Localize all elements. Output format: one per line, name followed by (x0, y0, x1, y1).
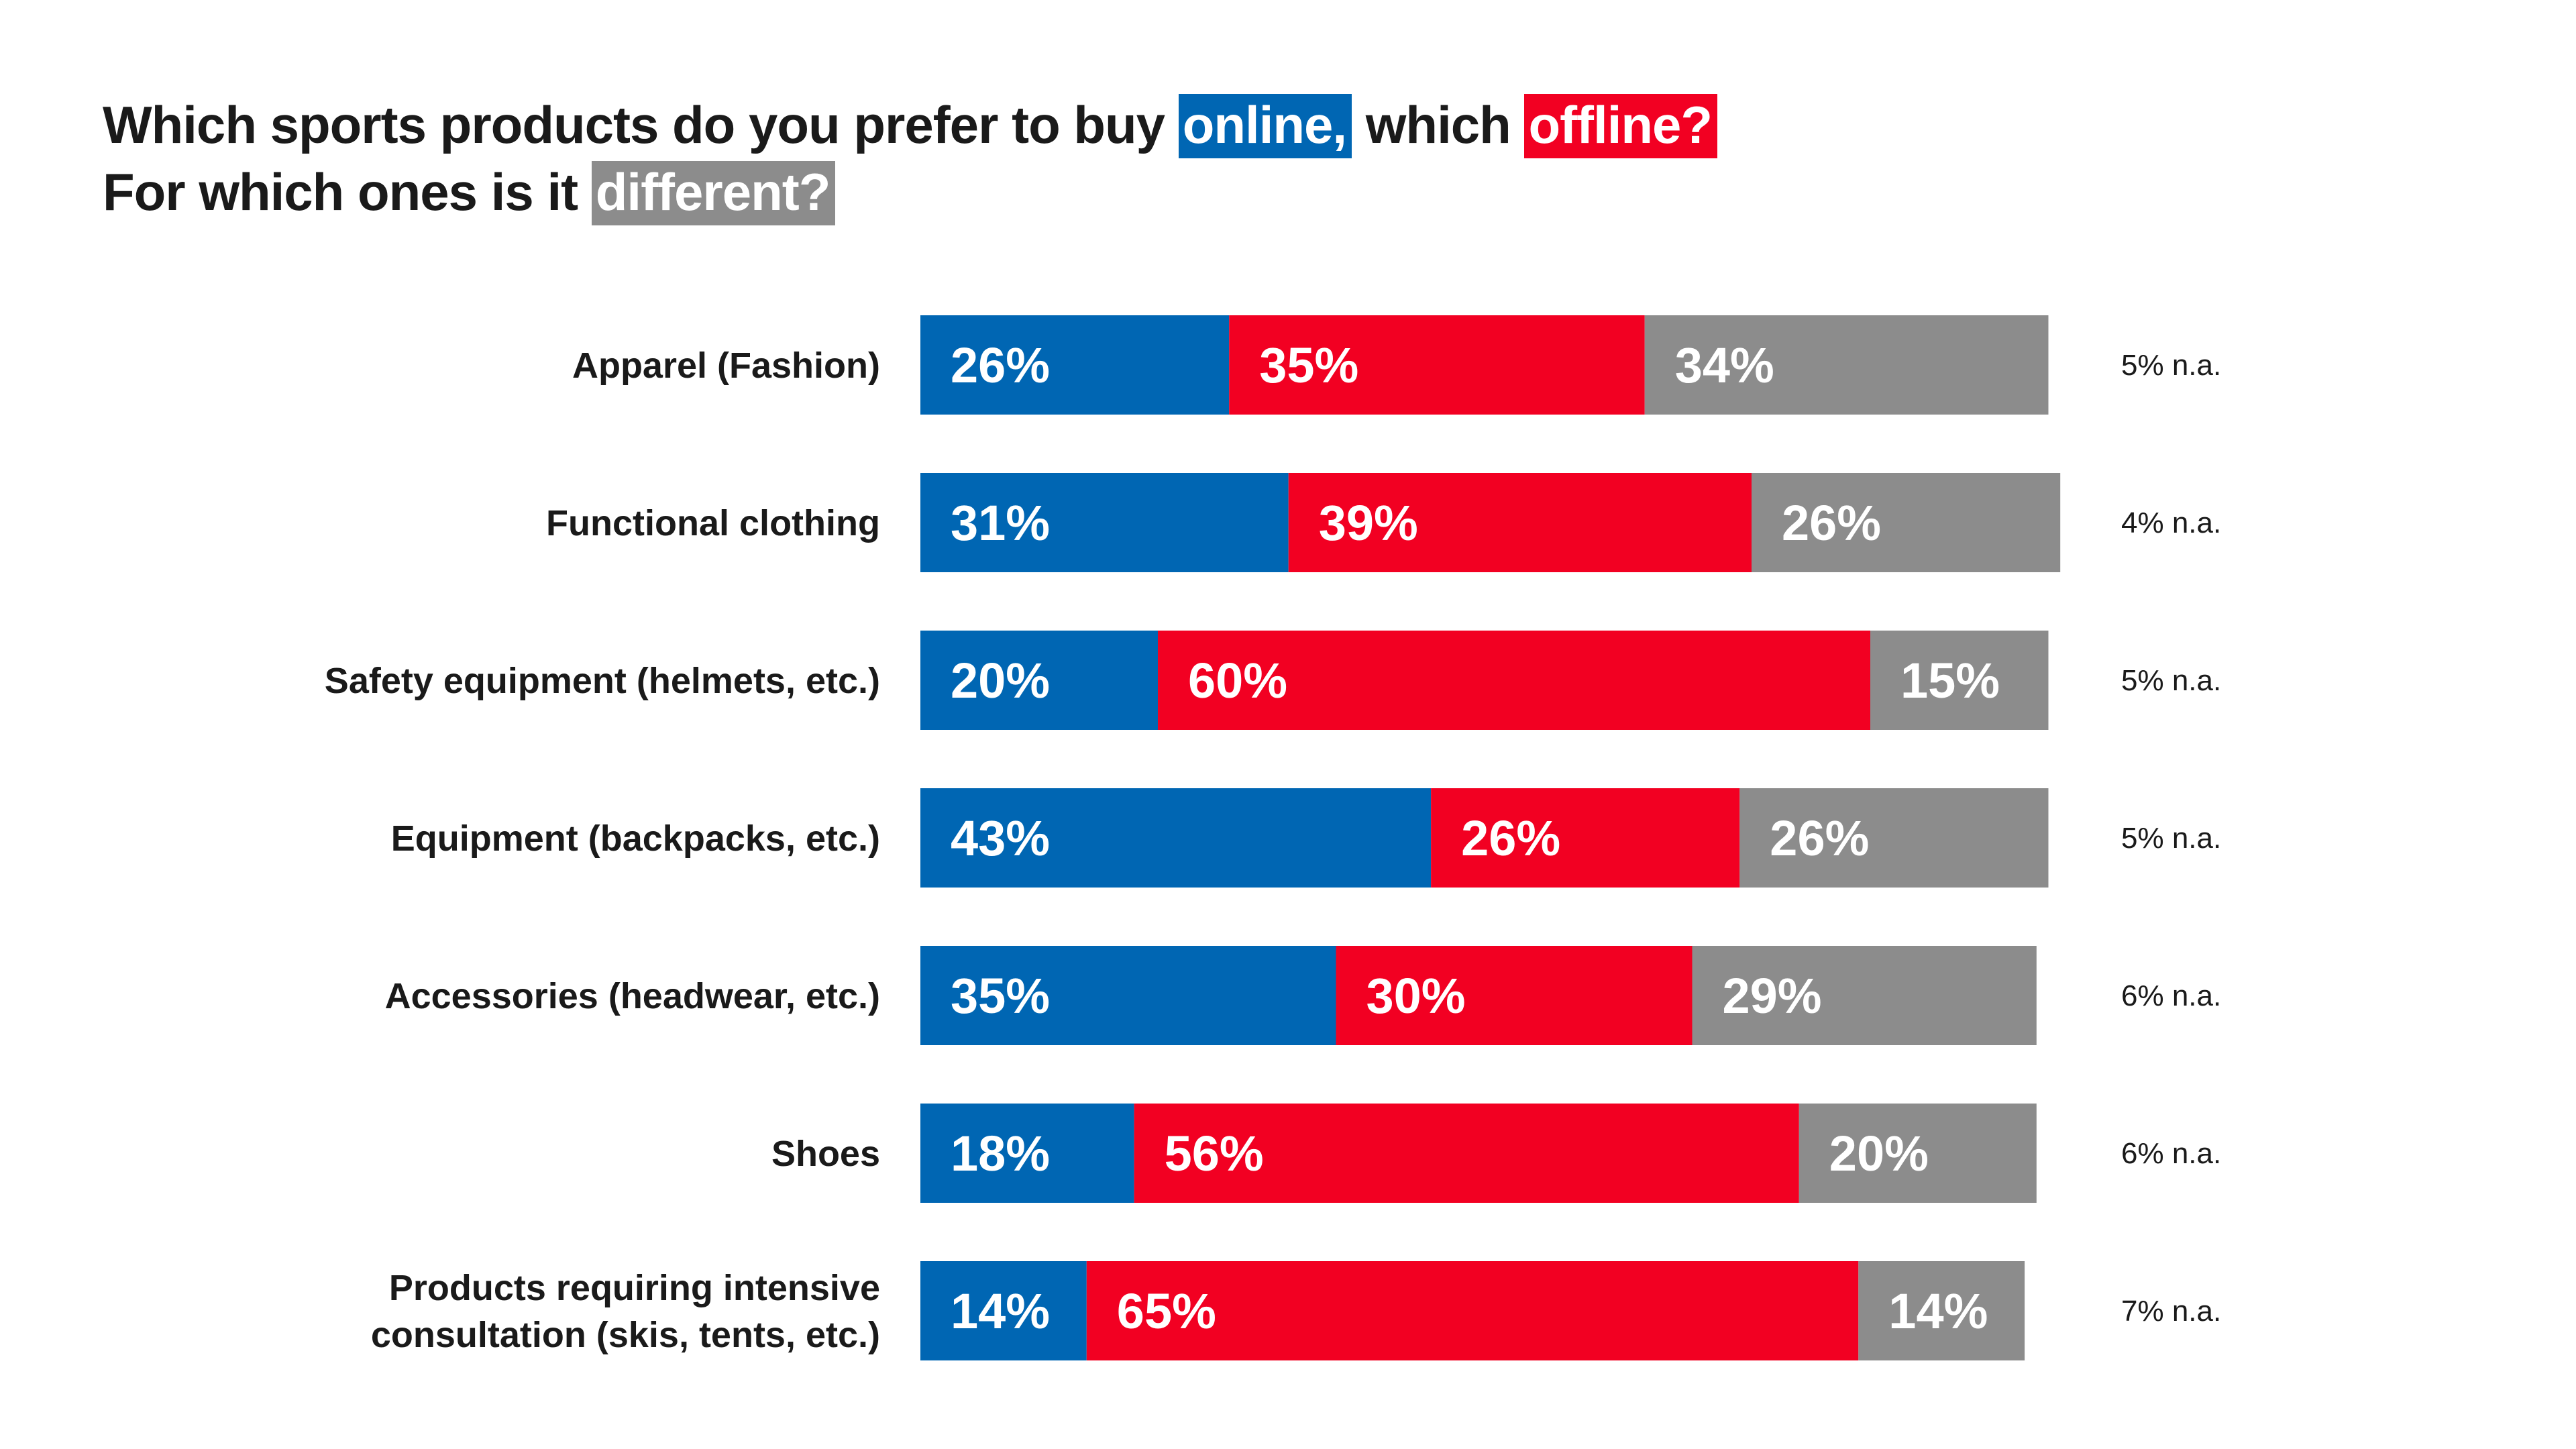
data-label-different: 29% (1723, 968, 1822, 1024)
bar-segment-online (920, 946, 1336, 1045)
na-label: 6% n.a. (2121, 1137, 2221, 1170)
bar-segment-online (920, 788, 1432, 888)
data-label-online: 43% (951, 810, 1050, 866)
category-label: Shoes (771, 1134, 880, 1174)
bar-segment-online (920, 315, 1230, 415)
title-line1-prefix: Which sports products do you prefer to b… (103, 95, 1165, 154)
title-line1-mid: which (1365, 95, 1511, 154)
data-label-online: 31% (951, 495, 1050, 551)
title-online-highlight: online, (1178, 94, 1352, 158)
category-label: Equipment (backpacks, etc.) (391, 818, 880, 859)
bar-segment-different (1739, 788, 2049, 888)
category-label: Apparel (Fashion) (572, 345, 880, 386)
category-label: Accessories (headwear, etc.) (385, 976, 880, 1016)
data-label-different: 15% (1900, 653, 2000, 708)
bar-segment-offline (1134, 1104, 1799, 1203)
bar-segment-different (1870, 631, 2049, 730)
data-label-offline: 30% (1366, 968, 1466, 1024)
bar-segment-online (920, 631, 1158, 730)
data-label-offline: 56% (1165, 1126, 1264, 1181)
data-label-online: 14% (951, 1283, 1050, 1339)
data-label-offline: 39% (1319, 495, 1418, 551)
na-label: 6% n.a. (2121, 979, 2221, 1012)
chart-title: Which sports products do you prefer to b… (103, 91, 1914, 225)
data-label-different: 26% (1782, 495, 1881, 551)
data-label-different: 14% (1888, 1283, 1988, 1339)
bar-segment-offline (1086, 1261, 1859, 1360)
data-label-offline: 26% (1461, 810, 1560, 866)
bar-segment-offline (1431, 788, 1740, 888)
data-label-online: 35% (951, 968, 1050, 1024)
bar-segment-different (1799, 1104, 2037, 1203)
bar-segment-online (920, 1104, 1134, 1203)
data-label-offline: 35% (1259, 337, 1358, 393)
bar-segment-different (1644, 315, 2049, 415)
na-label: 5% n.a. (2121, 664, 2221, 697)
bar-segment-offline (1229, 315, 1645, 415)
na-label: 5% n.a. (2121, 349, 2221, 382)
title-line2-prefix: For which ones is it (103, 162, 578, 221)
bar-segment-online (920, 473, 1289, 572)
bar-segment-different (1752, 473, 2061, 572)
data-label-online: 20% (951, 653, 1050, 708)
bar-segment-online (920, 1261, 1087, 1360)
bar-segment-different (1858, 1261, 2025, 1360)
data-label-different: 34% (1675, 337, 1774, 393)
category-label: Products requiring intensive consultation… (371, 1268, 880, 1355)
title-offline-highlight: offline? (1524, 94, 1718, 158)
data-label-different: 26% (1770, 810, 1869, 866)
na-label: 4% n.a. (2121, 506, 2221, 539)
data-label-online: 26% (951, 337, 1050, 393)
data-label-offline: 60% (1188, 653, 1287, 708)
title-line-2: For which ones is it different? (103, 158, 1914, 225)
bar-segment-offline (1288, 473, 1752, 572)
data-label-offline: 65% (1117, 1283, 1216, 1339)
bar-segment-offline (1336, 946, 1693, 1045)
title-line-1: Which sports products do you prefer to b… (103, 91, 1914, 158)
na-label: 5% n.a. (2121, 822, 2221, 855)
title-different-highlight: different? (591, 161, 836, 225)
category-label: Safety equipment (helmets, etc.) (325, 661, 880, 701)
bar-segment-offline (1158, 631, 1870, 730)
data-label-different: 20% (1829, 1126, 1929, 1181)
data-label-online: 18% (951, 1126, 1050, 1181)
bar-segment-different (1692, 946, 2037, 1045)
na-label: 7% n.a. (2121, 1295, 2221, 1328)
category-label: Functional clothing (546, 503, 880, 543)
